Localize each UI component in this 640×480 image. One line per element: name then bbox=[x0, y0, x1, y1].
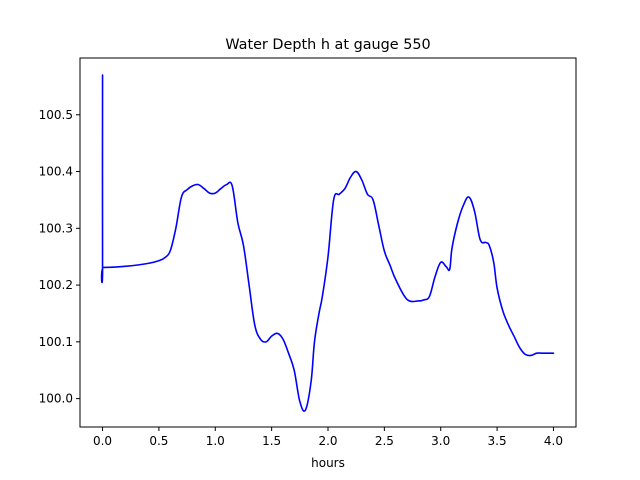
x-tick-label: 1.0 bbox=[206, 434, 225, 448]
y-tick-label: 100.3 bbox=[39, 221, 73, 235]
y-tick-label: 100.1 bbox=[39, 335, 73, 349]
y-tick-label: 100.2 bbox=[39, 278, 73, 292]
y-tick-label: 100.4 bbox=[39, 165, 73, 179]
x-tick-label: 3.5 bbox=[488, 434, 507, 448]
x-tick-label: 2.5 bbox=[375, 434, 394, 448]
x-tick-label: 1.5 bbox=[262, 434, 281, 448]
x-tick-label: 2.0 bbox=[318, 434, 337, 448]
chart-title: Water Depth h at gauge 550 bbox=[225, 37, 430, 53]
x-tick-label: 4.0 bbox=[544, 434, 563, 448]
y-tick-label: 100.0 bbox=[39, 392, 73, 406]
y-axis: 100.0 100.1 100.2 100.3 100.4 100.5 bbox=[39, 108, 80, 406]
x-tick-label: 0.0 bbox=[93, 434, 112, 448]
series-line-0 bbox=[100, 74, 555, 412]
y-tick-label: 100.5 bbox=[39, 108, 73, 122]
plot-area bbox=[100, 74, 555, 412]
x-axis: 0.0 0.5 1.0 1.5 2.0 2.5 3.0 3.5 4.0 bbox=[93, 427, 563, 448]
x-axis-label: hours bbox=[311, 456, 345, 470]
x-tick-label: 3.0 bbox=[431, 434, 450, 448]
x-tick-label: 0.5 bbox=[149, 434, 168, 448]
